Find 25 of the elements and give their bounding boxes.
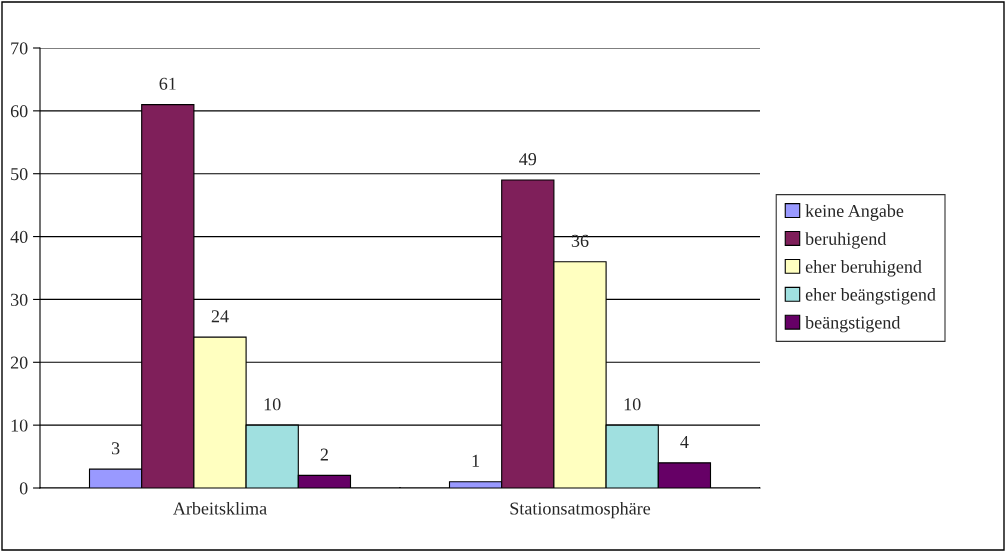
data-label: 36: [571, 234, 589, 247]
y-tick-label: 50: [11, 167, 28, 181]
legend-label: eher beängstigend: [805, 288, 936, 305]
y-tick-label: 70: [11, 42, 28, 55]
x-tick-label: Stationsatmosphäre: [510, 501, 651, 519]
data-label: 4: [680, 436, 689, 448]
y-tick-label: 40: [10, 230, 28, 244]
y-tick-label: 20: [10, 356, 28, 369]
legend-label: beruhigend: [805, 232, 887, 249]
legend-label: beängstigend: [805, 315, 901, 333]
data-label: 24: [211, 310, 229, 323]
y-tick-label: 30: [11, 293, 28, 306]
data-label: 61: [159, 77, 176, 90]
y-tick-label: 60: [10, 105, 28, 118]
data-label: 10: [264, 398, 281, 411]
data-label: 10: [624, 398, 641, 411]
x-tick-label: Arbeitsklima: [173, 501, 267, 515]
y-tick-label: 0: [19, 482, 28, 495]
data-label: 1: [472, 454, 480, 467]
data-label: 2: [320, 448, 328, 461]
data-label: 49: [519, 153, 537, 166]
legend-label: keine Angabe: [805, 204, 904, 221]
y-tick-label: 10: [11, 419, 28, 432]
legend-label: eher beruhigend: [805, 260, 922, 277]
data-label: 3: [111, 442, 120, 455]
